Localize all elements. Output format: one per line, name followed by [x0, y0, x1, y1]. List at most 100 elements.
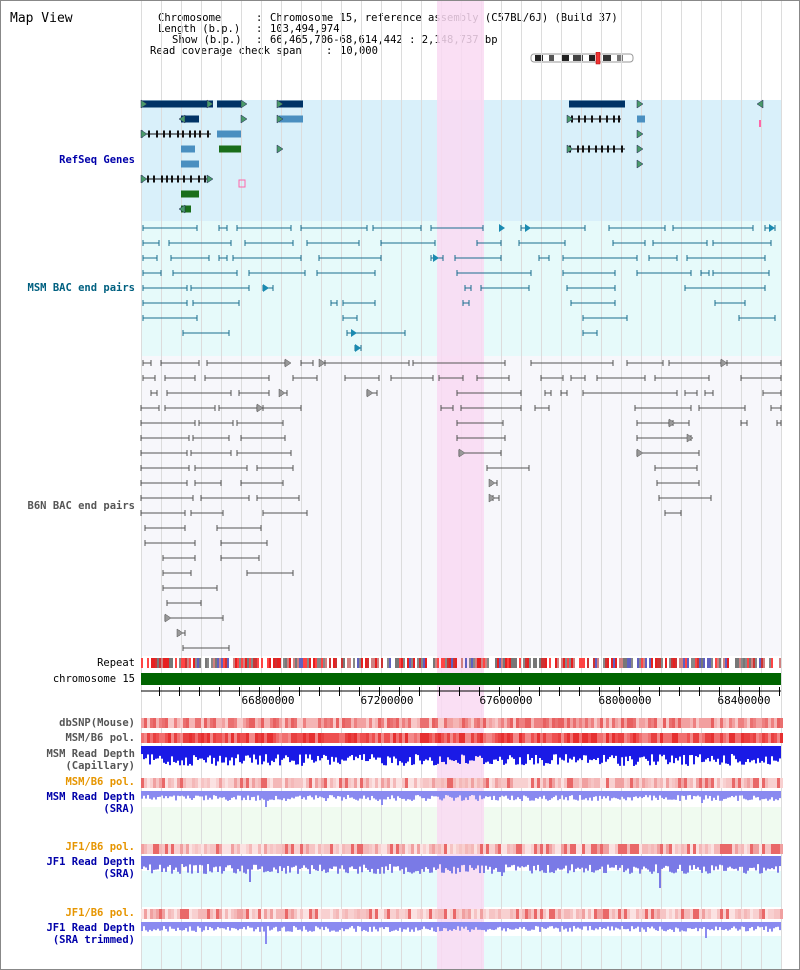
repeat-element [649, 658, 651, 668]
dbsnp-cell [771, 718, 774, 728]
msm-pol2-cell [705, 778, 708, 788]
msm-sra-depth-bar [323, 791, 325, 799]
track-label-jf1-depth-sra[interactable]: JF1 Read Depth [46, 856, 135, 868]
jf1-trim-depth-bar [357, 922, 359, 927]
track-label-refseq[interactable]: RefSeq Genes [59, 154, 135, 166]
msm-capillary-depth-bar [425, 746, 427, 760]
jf1-trim-depth-bar [305, 922, 307, 930]
refseq-exon [207, 130, 209, 138]
dbsnp-cell [177, 718, 180, 728]
jf1-trim-depth-bar [217, 922, 219, 928]
track-label-msm-depth-cap[interactable]: MSM Read Depth [46, 748, 135, 760]
msm-pol-cell [324, 733, 327, 743]
jf1-pol2-cell [717, 909, 720, 919]
repeat-element [151, 658, 153, 668]
track-label-msm-depth-sra[interactable]: MSM Read Depth [46, 791, 135, 803]
jf1-sra-depth-bar [347, 856, 349, 874]
jf1-pol2-cell [615, 909, 618, 919]
jf1-pol2-cell [663, 909, 666, 919]
track-label-dbsnp[interactable]: dbSNP(Mouse) [59, 717, 135, 729]
dbsnp-cell [660, 718, 663, 728]
repeat-element [549, 658, 551, 668]
msm-pol2-cell [279, 778, 282, 788]
track-label-msm-b6-pol[interactable]: MSM/B6 pol. [65, 732, 135, 744]
msm-sra-depth-bar [185, 791, 187, 799]
jf1-pol-cell [150, 844, 153, 854]
repeat-element [329, 658, 331, 668]
repeat-element [251, 658, 253, 668]
repeat-element [699, 658, 701, 668]
msm-pol2-cell [237, 778, 240, 788]
msm-pol-cell [477, 733, 480, 743]
track-label-jf1-depth-trim[interactable]: JF1 Read Depth [46, 922, 135, 934]
msm-capillary-depth-bar [307, 746, 309, 759]
jf1-trim-depth-bar [525, 922, 527, 930]
msm-pol2-cell [213, 778, 216, 788]
msm-capillary-depth-bar [379, 746, 381, 758]
repeat-element [477, 658, 479, 668]
msm-pol-cell [501, 733, 504, 743]
dbsnp-cell [735, 718, 738, 728]
track-label-jf1-b6-pol[interactable]: JF1/B6 pol. [65, 841, 135, 853]
msm-pol-cell [144, 733, 147, 743]
msm-capillary-depth-bar [413, 746, 415, 765]
jf1-pol2-cell [639, 909, 642, 919]
msm-pol2-cell [201, 778, 204, 788]
jf1-pol-cell [243, 844, 246, 854]
jf1-sra-depth-bar [243, 856, 245, 873]
dbsnp-cell [549, 718, 552, 728]
repeat-element [565, 658, 567, 668]
msm-sra-depth-bar [427, 791, 429, 799]
msm-pol-cell [429, 733, 432, 743]
repeat-element [175, 658, 177, 668]
msm-capillary-depth-bar [623, 746, 625, 766]
track-label-msm-bac[interactable]: MSM BAC end pairs [27, 282, 135, 294]
jf1-pol-cell [555, 844, 558, 854]
msm-capillary-depth-bar [417, 746, 419, 756]
jf1-sra-depth-bar [607, 856, 609, 865]
msm-pol2-cell [324, 778, 327, 788]
dbsnp-cell [189, 718, 192, 728]
msm-pol-cell [363, 733, 366, 743]
repeat-element [295, 658, 297, 668]
dbsnp-cell [600, 718, 603, 728]
jf1-sra-depth-bar [237, 856, 239, 870]
jf1-pol-cell [252, 844, 255, 854]
msm-pol-cell [573, 733, 576, 743]
jf1-sra-depth-bar [481, 856, 483, 866]
jf1-sra-depth-bar [637, 856, 639, 869]
msm-capillary-depth-bar [673, 746, 675, 764]
jf1-pol-cell [771, 844, 774, 854]
repeat-element [739, 658, 741, 668]
jf1-sra-depth-bar [159, 856, 161, 865]
jf1-sra-depth-bar [531, 856, 533, 874]
msm-pol-cell [720, 733, 723, 743]
msm-sra-depth-bar [587, 791, 589, 801]
repeat-element [297, 658, 299, 668]
msm-capillary-depth-bar [463, 746, 465, 756]
msm-sra-depth-bar [665, 791, 667, 798]
msm-capillary-depth-bar [771, 746, 773, 757]
jf1-trim-depth-bar [145, 922, 147, 931]
msm-pol2-cell [648, 778, 651, 788]
jf1-pol2-cell [426, 909, 429, 919]
jf1-trim-depth-bar [271, 922, 273, 930]
jf1-trim-depth-bar [351, 922, 353, 927]
dbsnp-cell [192, 718, 195, 728]
jf1-trim-depth-bar [627, 922, 629, 929]
dbsnp-cell [432, 718, 435, 728]
jf1-sra-depth-bar [273, 856, 275, 868]
track-label-msm-b6-pol-2[interactable]: MSM/B6 pol. [65, 776, 135, 788]
track-label-b6n-bac[interactable]: B6N BAC end pairs [27, 500, 135, 512]
jf1-trim-depth-bar [653, 922, 655, 929]
msm-capillary-depth-bar [225, 746, 227, 758]
track-label-jf1-b6-pol-2[interactable]: JF1/B6 pol. [65, 907, 135, 919]
msm-sra-depth-bar [307, 791, 309, 797]
msm-pol-cell [174, 733, 177, 743]
msm-pol2-cell [306, 778, 309, 788]
jf1-pol2-cell [408, 909, 411, 919]
chromosome-band [141, 673, 781, 685]
jf1-pol-cell [411, 844, 414, 854]
msm-capillary-depth-bar [281, 746, 283, 760]
